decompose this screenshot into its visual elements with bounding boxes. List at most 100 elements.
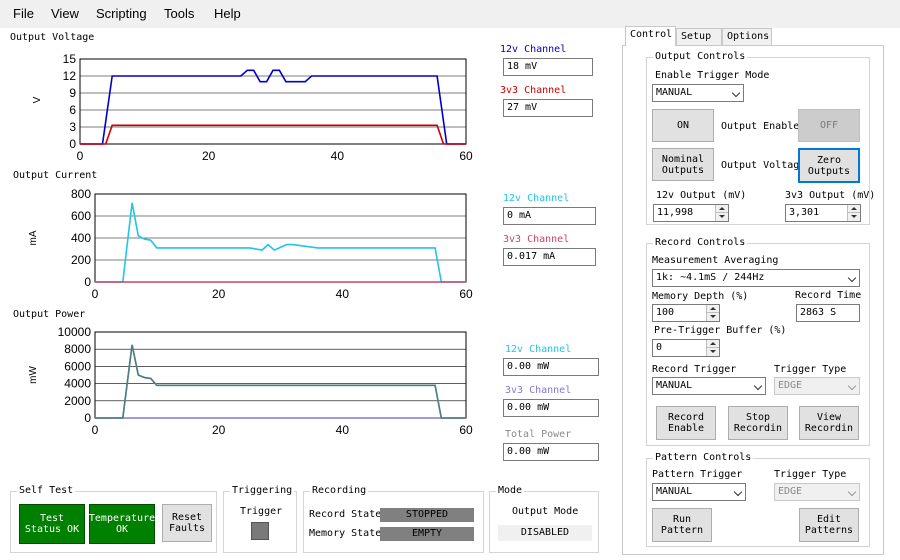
- edit-patterns-button[interactable]: Edit Patterns: [799, 508, 859, 542]
- x-tick-label: 60: [459, 423, 473, 437]
- x-tick-label: 60: [459, 149, 473, 163]
- measurement-averaging-select[interactable]: 1k: ~4.1mS / 244Hz: [652, 269, 860, 287]
- spin-up-icon[interactable]: [716, 205, 728, 213]
- pretrigger-spin-buttons: [706, 340, 719, 356]
- x-tick-label: 20: [212, 423, 226, 437]
- on-button[interactable]: ON: [652, 109, 714, 142]
- enable-trigger-mode-select[interactable]: MANUAL: [652, 84, 744, 102]
- x-tick-label: 0: [77, 149, 84, 163]
- x-tick-label: 20: [202, 149, 216, 163]
- x-tick-label: 40: [331, 149, 345, 163]
- run-pattern-button[interactable]: Run Pattern: [652, 508, 712, 542]
- y-tick-label: 4000: [64, 377, 91, 391]
- x-tick-label: 60: [459, 287, 473, 301]
- voltage-chart: 0 3 6 9 12 15 0 20 40 60 V: [32, 52, 473, 163]
- voltage-12v-readout: 18 mV: [503, 58, 593, 76]
- trigger-indicator[interactable]: [251, 522, 269, 540]
- record-trigger-select[interactable]: MANUAL: [652, 377, 766, 395]
- tab-control[interactable]: Control: [625, 26, 676, 46]
- series-line-2: [80, 124, 466, 145]
- power-3v3-readout: 0.00 mW: [503, 399, 599, 417]
- v12-output-value: 11,998: [657, 207, 694, 218]
- x-tick-label: 40: [336, 287, 350, 301]
- pattern-controls-group: Pattern Controls: [646, 452, 870, 547]
- plot-area: [94, 331, 467, 419]
- enable-trigger-mode-value: MANUAL: [656, 87, 693, 98]
- spin-down-icon[interactable]: [707, 313, 719, 321]
- power-3v3-label: 3v3 Channel: [505, 385, 572, 396]
- output-mode-value: DISABLED: [498, 525, 592, 541]
- spin-down-icon[interactable]: [716, 213, 728, 221]
- menu-help[interactable]: Help: [214, 6, 241, 21]
- current-chart: 0 200 400 600 800 0 20 40 60 mA: [28, 187, 473, 301]
- record-state-value: STOPPED: [380, 508, 474, 522]
- pretrigger-buffer-stepper[interactable]: 0: [652, 339, 720, 357]
- measurement-averaging-label: Measurement Averaging: [652, 255, 779, 266]
- record-enable-button[interactable]: Record Enable: [656, 406, 716, 440]
- enable-trigger-mode-label: Enable Trigger Mode: [655, 70, 770, 81]
- zero-outputs-button[interactable]: Zero Outputs: [798, 148, 860, 183]
- y-axis-label: mA: [28, 230, 39, 245]
- output-voltage-label: Output Voltage: [721, 160, 806, 171]
- y-tick-label: 9: [69, 86, 76, 100]
- v33-output-stepper[interactable]: 3,301: [785, 204, 861, 222]
- pattern-trigger-value: MANUAL: [656, 486, 693, 497]
- record-trigger-value: MANUAL: [656, 380, 693, 391]
- pattern-trigger-label: Pattern Trigger: [652, 469, 743, 480]
- v33-spin-buttons: [847, 205, 860, 221]
- spin-down-icon[interactable]: [707, 348, 719, 356]
- x-tick-label: 0: [92, 287, 99, 301]
- spin-up-icon[interactable]: [848, 205, 860, 213]
- self-test-group: Self Test: [10, 485, 217, 553]
- voltage-3v3-readout: 27 mV: [503, 99, 593, 117]
- trigger-label: Trigger: [240, 506, 283, 517]
- tab-setup[interactable]: Setup: [676, 28, 722, 45]
- y-tick-label: 0: [84, 275, 91, 289]
- record-trigger-type-select[interactable]: EDGE: [774, 377, 860, 395]
- chevron-down-icon: [731, 88, 741, 98]
- off-button[interactable]: OFF: [798, 109, 860, 142]
- menu-file[interactable]: File: [13, 6, 34, 21]
- y-tick-label: 0: [69, 137, 76, 151]
- menu-bar: File View Scripting Tools Help: [0, 0, 900, 28]
- y-tick-label: 6000: [64, 359, 91, 373]
- v12-output-stepper[interactable]: 11,998: [653, 204, 729, 222]
- reset-faults-button[interactable]: Reset Faults: [162, 504, 212, 542]
- view-recording-button[interactable]: View Recordin: [799, 406, 859, 440]
- memory-depth-label: Memory Depth (%): [652, 291, 749, 302]
- triggering-group: Triggering: [223, 485, 297, 553]
- menu-tools[interactable]: Tools: [164, 6, 195, 21]
- record-time-label: Record Time: [795, 290, 862, 301]
- spin-up-icon[interactable]: [707, 340, 719, 348]
- chevron-down-icon: [847, 273, 857, 283]
- output-mode-label: Output Mode: [512, 506, 579, 517]
- y-tick-label: 600: [71, 209, 91, 223]
- pattern-trigger-select[interactable]: MANUAL: [652, 483, 746, 501]
- total-power-readout: 0.00 mW: [503, 443, 599, 461]
- spin-down-icon[interactable]: [848, 213, 860, 221]
- current-12v-label: 12v Channel: [503, 193, 570, 204]
- menu-scripting[interactable]: Scripting: [96, 6, 147, 21]
- memory-depth-value: 100: [656, 307, 675, 318]
- test-status-indicator: Test Status OK: [19, 504, 85, 544]
- power-chart: 0 2000 4000 6000 8000 10000 0 20 40 60 mW: [28, 325, 473, 437]
- tab-options[interactable]: Options: [722, 28, 772, 45]
- memory-depth-stepper[interactable]: 100: [652, 304, 720, 322]
- series-line-3: [95, 344, 466, 419]
- pattern-trigger-type-select[interactable]: EDGE: [774, 483, 860, 501]
- menu-view[interactable]: View: [51, 6, 79, 21]
- nominal-outputs-button[interactable]: Nominal Outputs: [652, 148, 714, 181]
- power-12v-label: 12v Channel: [505, 344, 572, 355]
- y-tick-label: 2000: [64, 394, 91, 408]
- mode-title: Mode: [496, 485, 525, 496]
- voltage-3v3-label: 3v3 Channel: [500, 85, 567, 96]
- record-time-value: 2863 S: [796, 304, 860, 322]
- y-axis-label: V: [32, 96, 43, 103]
- voltage-chart-title: Output Voltage: [10, 32, 95, 43]
- v33-output-label: 3v3 Output (mV): [785, 190, 876, 201]
- power-12v-readout: 0.00 mW: [503, 358, 599, 376]
- recording-group: Recording: [303, 485, 484, 553]
- spin-up-icon[interactable]: [707, 305, 719, 313]
- stop-recording-button[interactable]: Stop Recordin: [728, 406, 788, 440]
- record-state-label: Record State:: [309, 509, 388, 520]
